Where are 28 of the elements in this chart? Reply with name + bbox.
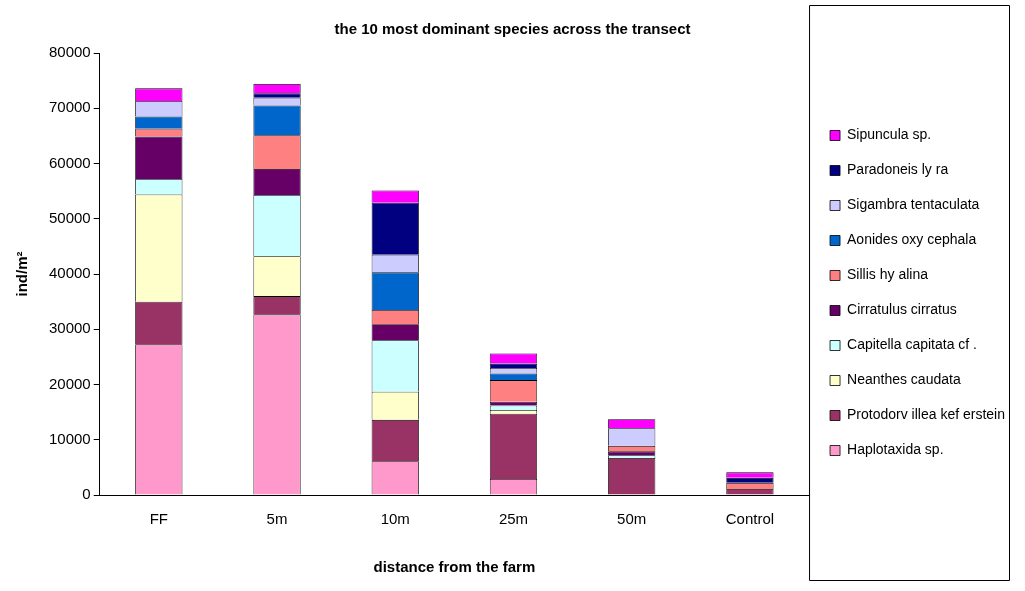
x-tick-label: 10m (380, 510, 410, 528)
y-tick-label: 30000 (48, 319, 91, 337)
chart-title: the 10 most dominant species across the transect (334, 20, 691, 38)
x-tick-label: 25m (498, 510, 529, 528)
y-tick-label: 70000 (48, 98, 91, 116)
y-tick-label: 40000 (48, 264, 91, 282)
legend-label: Protodorv illea kef erstein (847, 406, 1005, 423)
legend-label: Sillis hy alina (847, 266, 929, 283)
legend-label: Sigambra tentaculata (847, 196, 980, 213)
x-axis-title: distance from the farm (373, 558, 536, 576)
legend-label: Neanthes caudata (847, 371, 961, 388)
y-tick-label: 20000 (48, 374, 91, 392)
x-tick-label: 5m (266, 510, 288, 528)
y-tick-label: 80000 (48, 43, 91, 61)
y-tick-label: 0 (82, 485, 91, 503)
x-tick-label: Control (725, 510, 775, 528)
x-tick-label: 50m (617, 510, 647, 528)
legend-label: Cirratulus cirratus (847, 301, 957, 318)
legend-label: Paradoneis ly ra (847, 161, 949, 178)
y-tick-label: 60000 (48, 153, 91, 171)
legend-label: Aonides oxy cephala (847, 231, 977, 248)
legend-label: Sipuncula sp. (847, 126, 932, 143)
x-tick-label: FF (149, 510, 168, 528)
legend-label: Haplotaxida sp. (847, 441, 944, 458)
legend-label: Capitella capitata cf . (847, 336, 977, 353)
y-axis-title: ind/m² (13, 251, 31, 297)
y-tick-label: 50000 (48, 208, 91, 226)
y-tick-label: 10000 (48, 429, 91, 447)
